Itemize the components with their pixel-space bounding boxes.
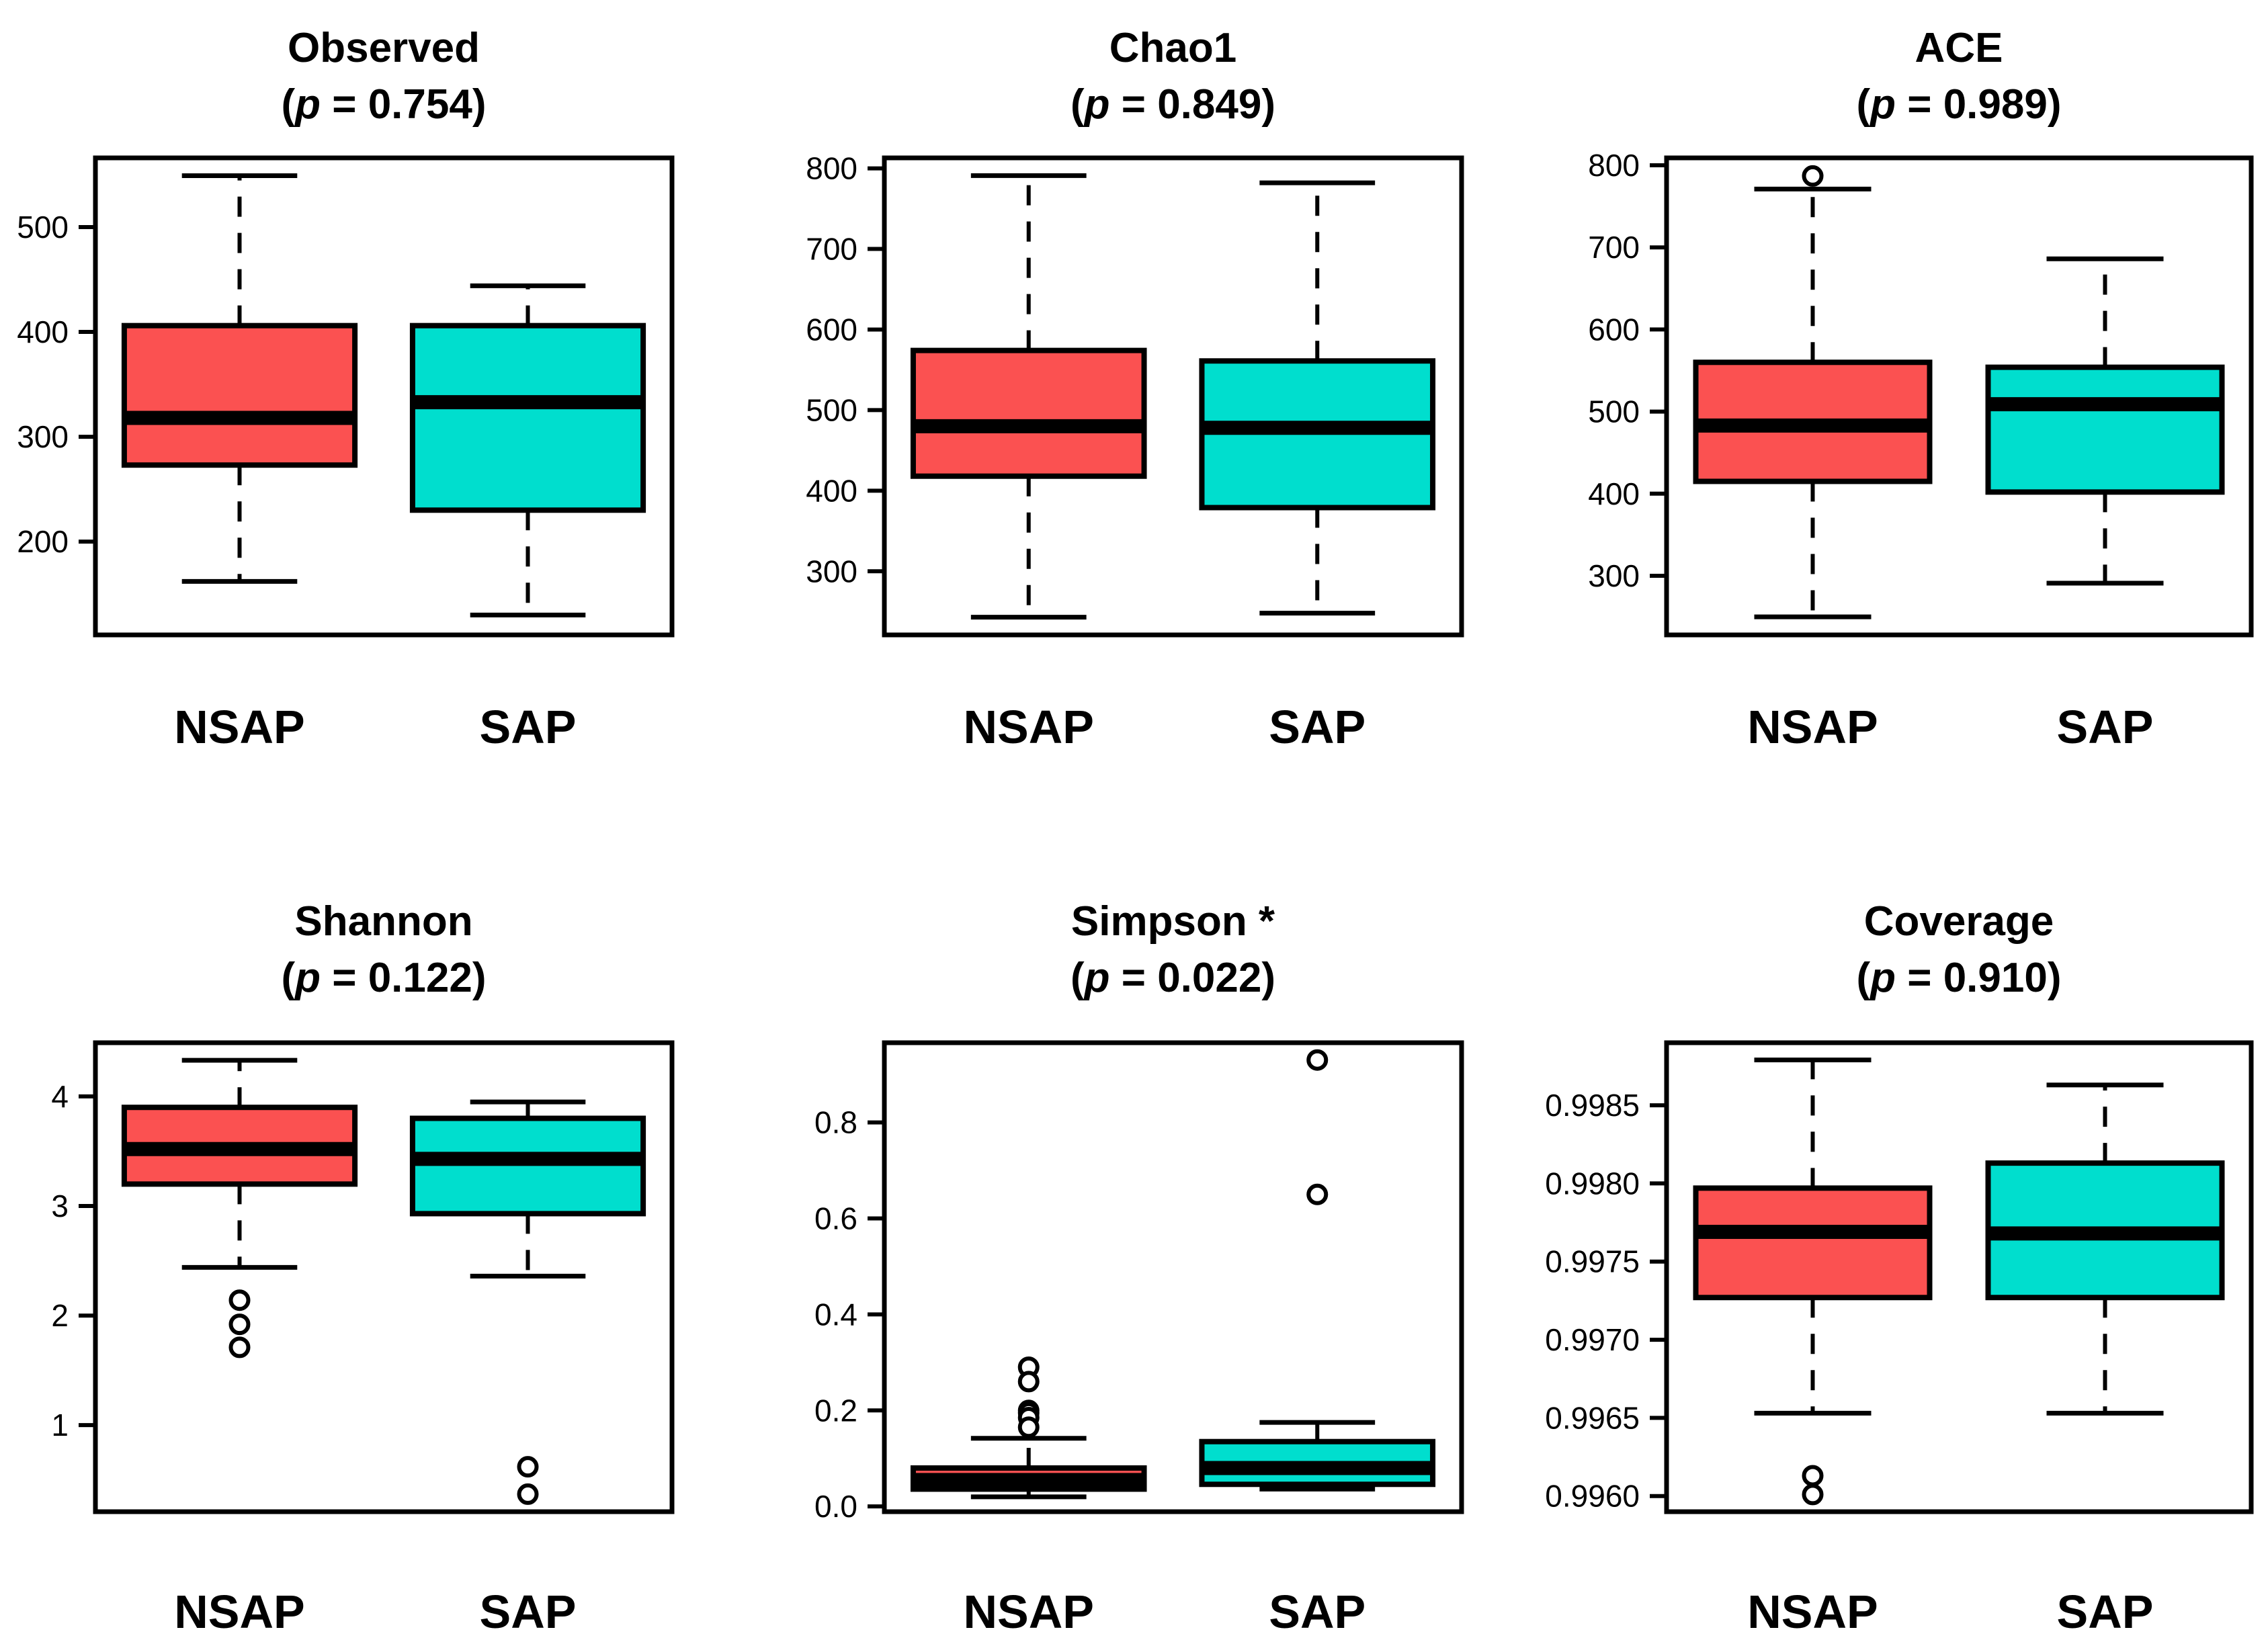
x-axis-label-nsap: NSAP <box>963 701 1094 753</box>
y-tick-label-chao1: 600 <box>806 312 857 347</box>
panel-title-observed: Observed (p = 0.754) <box>282 20 487 133</box>
panel-title-chao1: Chao1 (p = 0.849) <box>1070 20 1275 133</box>
x-axis-label-sap: SAP <box>479 1586 577 1638</box>
y-tick-label-chao1: 300 <box>806 554 857 589</box>
y-tick-label-shannon: 4 <box>51 1079 69 1114</box>
panel-title-ace: ACE (p = 0.989) <box>1857 20 2062 133</box>
y-tick-label-shannon: 3 <box>51 1189 69 1223</box>
y-tick-label-coverage: 0.9965 <box>1545 1400 1640 1435</box>
x-axis-label-sap: SAP <box>1269 701 1366 753</box>
y-tick-label-chao1: 800 <box>806 151 857 186</box>
iqr-box-shannon-sap <box>409 1115 646 1217</box>
x-axis-label-nsap: NSAP <box>174 701 305 753</box>
y-tick-label-ace: 300 <box>1588 558 1640 593</box>
outlier-point-ace-nsap <box>1802 165 1824 187</box>
pvalue-line: (p = 0.910) <box>1856 955 2062 1001</box>
x-axis-label-sap: SAP <box>1269 1586 1366 1638</box>
y-tick-label-ace: 700 <box>1588 230 1640 265</box>
outlier-point-shannon-sap <box>517 1483 539 1505</box>
iqr-box-chao1-nsap <box>910 347 1147 479</box>
plot-frame-chao1 <box>882 155 1464 638</box>
outlier-point-simpson-sap <box>1306 1049 1329 1071</box>
iqr-box-observed-nsap <box>121 322 358 468</box>
pvalue-line: (p = 0.122) <box>281 955 487 1001</box>
outlier-point-shannon-nsap <box>228 1289 251 1311</box>
x-axis-label-sap: SAP <box>2056 701 2154 753</box>
y-tick-label-coverage: 0.9960 <box>1545 1479 1640 1514</box>
title-line: Shannon <box>294 898 473 945</box>
y-tick-label-coverage: 0.9975 <box>1545 1244 1640 1279</box>
y-tick-label-coverage: 0.9970 <box>1545 1322 1640 1357</box>
outlier-point-simpson-nsap <box>1017 1416 1040 1438</box>
outlier-point-shannon-nsap <box>228 1313 251 1336</box>
y-tick-label-chao1: 700 <box>806 232 857 267</box>
y-tick-label-observed: 300 <box>17 419 69 454</box>
title-line: ACE <box>1915 25 2003 71</box>
title-line: Simpson * <box>1070 898 1275 945</box>
panel-title-coverage: Coverage (p = 0.910) <box>1857 894 2062 1006</box>
iqr-box-observed-sap <box>409 322 646 513</box>
outlier-point-coverage-nsap <box>1802 1465 1824 1487</box>
y-tick-label-observed: 500 <box>17 210 69 245</box>
y-tick-label-ace: 400 <box>1588 476 1640 511</box>
plot-frame-coverage <box>1664 1040 2254 1514</box>
y-tick-label-simpson: 0.6 <box>814 1201 857 1236</box>
x-axis-label-sap: SAP <box>2056 1586 2154 1638</box>
y-tick-label-ace: 500 <box>1588 394 1640 429</box>
outlier-point-simpson-nsap <box>1017 1371 1040 1393</box>
x-axis-label-nsap: NSAP <box>1747 1586 1878 1638</box>
outlier-point-coverage-nsap <box>1802 1483 1824 1506</box>
title-line: Chao1 <box>1109 25 1237 71</box>
y-tick-label-coverage: 0.9980 <box>1545 1166 1640 1201</box>
y-tick-label-chao1: 400 <box>806 473 857 508</box>
y-tick-label-simpson: 0.8 <box>814 1105 857 1140</box>
x-axis-label-nsap: NSAP <box>1747 701 1878 753</box>
y-tick-label-coverage: 0.9985 <box>1545 1088 1640 1123</box>
pvalue-line: (p = 0.022) <box>1070 955 1275 1001</box>
x-axis-label-nsap: NSAP <box>963 1586 1094 1638</box>
panel-title-simpson: Simpson * (p = 0.022) <box>1070 894 1275 1006</box>
y-tick-label-simpson: 0.4 <box>814 1297 857 1332</box>
y-tick-label-observed: 400 <box>17 314 69 349</box>
y-tick-label-ace: 800 <box>1588 148 1640 183</box>
iqr-box-coverage-nsap <box>1693 1185 1933 1301</box>
plot-frame-simpson <box>882 1040 1464 1514</box>
pvalue-line: (p = 0.849) <box>1070 81 1275 128</box>
x-axis-label-sap: SAP <box>479 701 577 753</box>
outlier-point-shannon-sap <box>517 1456 539 1478</box>
y-tick-label-shannon: 2 <box>51 1298 69 1333</box>
y-tick-label-chao1: 500 <box>806 392 857 427</box>
panel-title-shannon: Shannon (p = 0.122) <box>282 894 487 1006</box>
title-line: Observed <box>287 25 480 71</box>
x-axis-label-nsap: NSAP <box>174 1586 305 1638</box>
plot-frame-observed <box>93 155 675 638</box>
iqr-box-ace-sap <box>1985 364 2225 495</box>
y-tick-label-shannon: 1 <box>51 1408 69 1442</box>
y-tick-label-ace: 600 <box>1588 312 1640 347</box>
y-tick-label-simpson: 0.2 <box>814 1393 857 1428</box>
y-tick-label-observed: 200 <box>17 524 69 559</box>
outlier-point-simpson-sap <box>1306 1183 1329 1205</box>
plot-frame-shannon <box>93 1040 675 1514</box>
outlier-point-shannon-nsap <box>228 1336 251 1359</box>
y-tick-label-simpson: 0.0 <box>814 1489 857 1524</box>
plot-frame-ace <box>1664 155 2254 638</box>
pvalue-line: (p = 0.754) <box>281 81 487 128</box>
pvalue-line: (p = 0.989) <box>1856 81 2062 128</box>
title-line: Coverage <box>1863 898 2054 945</box>
